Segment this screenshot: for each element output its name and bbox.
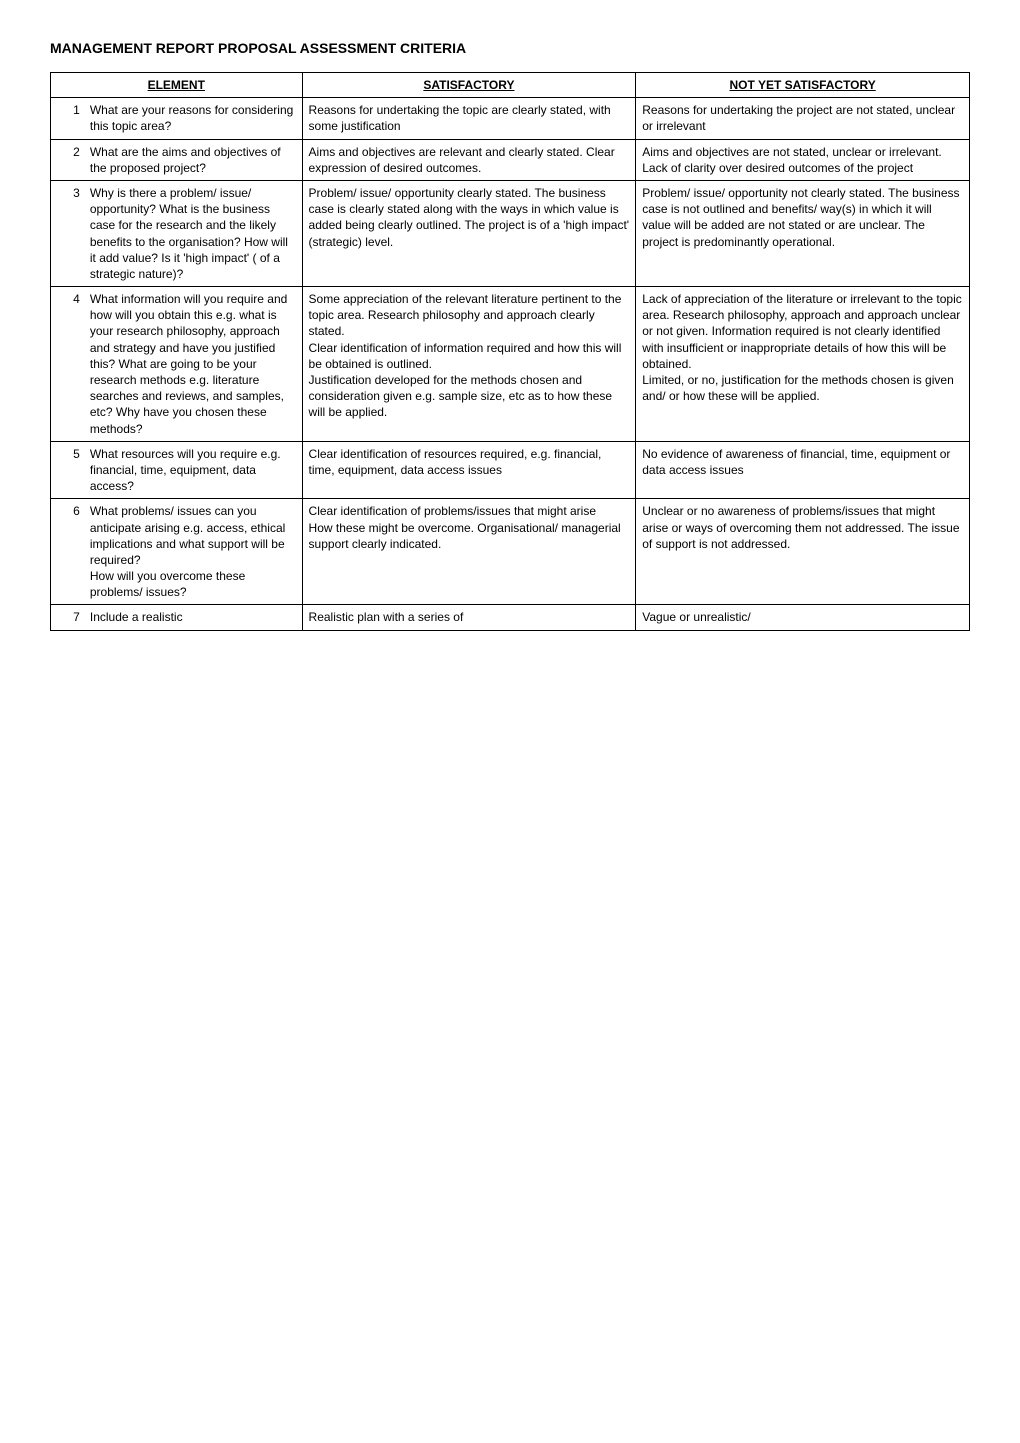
row-number: 6 [51,499,84,605]
table-row: 6 What problems/ issues can you anticipa… [51,499,970,605]
row-number: 3 [51,180,84,286]
header-satisfactory: SATISFACTORY [302,73,636,98]
table-row: 5 What resources will you require e.g. f… [51,441,970,499]
criteria-table: ELEMENT SATISFACTORY NOT YET SATISFACTOR… [50,72,970,631]
row-element: Why is there a problem/ issue/ opportuni… [84,180,302,286]
row-element: What resources will you require e.g. fin… [84,441,302,499]
header-element: ELEMENT [51,73,303,98]
row-satisfactory: Aims and objectives are relevant and cle… [302,139,636,180]
row-not-yet: Problem/ issue/ opportunity not clearly … [636,180,970,286]
row-satisfactory: Realistic plan with a series of [302,605,636,630]
row-satisfactory: Reasons for undertaking the topic are cl… [302,98,636,139]
row-not-yet: Lack of appreciation of the literature o… [636,287,970,442]
table-row: 2 What are the aims and objectives of th… [51,139,970,180]
row-not-yet: No evidence of awareness of financial, t… [636,441,970,499]
row-satisfactory: Clear identification of resources requir… [302,441,636,499]
row-satisfactory: Clear identification of problems/issues … [302,499,636,605]
row-not-yet: Aims and objectives are not stated, uncl… [636,139,970,180]
row-number: 1 [51,98,84,139]
row-number: 5 [51,441,84,499]
row-satisfactory: Problem/ issue/ opportunity clearly stat… [302,180,636,286]
table-body: 1 What are your reasons for considering … [51,98,970,630]
row-not-yet: Vague or unrealistic/ [636,605,970,630]
table-row: 1 What are your reasons for considering … [51,98,970,139]
row-satisfactory: Some appreciation of the relevant litera… [302,287,636,442]
page-title: MANAGEMENT REPORT PROPOSAL ASSESSMENT CR… [50,40,970,56]
row-element: What information will you require and ho… [84,287,302,442]
row-element: Include a realistic [84,605,302,630]
table-row: 3 Why is there a problem/ issue/ opportu… [51,180,970,286]
table-header-row: ELEMENT SATISFACTORY NOT YET SATISFACTOR… [51,73,970,98]
row-not-yet: Unclear or no awareness of problems/issu… [636,499,970,605]
header-not-yet-satisfactory: NOT YET SATISFACTORY [636,73,970,98]
row-number: 4 [51,287,84,442]
row-number: 2 [51,139,84,180]
row-number: 7 [51,605,84,630]
row-element: What are your reasons for considering th… [84,98,302,139]
row-not-yet: Reasons for undertaking the project are … [636,98,970,139]
table-row: 7 Include a realistic Realistic plan wit… [51,605,970,630]
table-row: 4 What information will you require and … [51,287,970,442]
row-element: What problems/ issues can you anticipate… [84,499,302,605]
row-element: What are the aims and objectives of the … [84,139,302,180]
